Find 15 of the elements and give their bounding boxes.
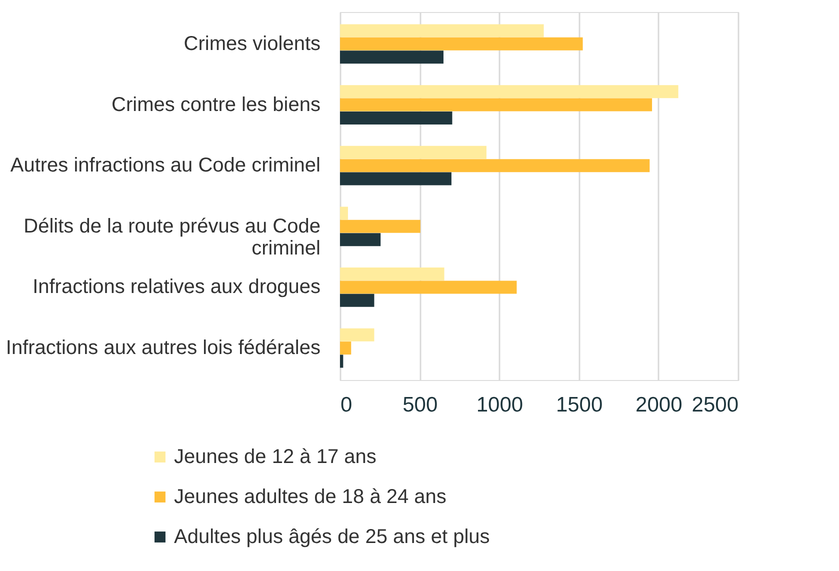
y-tick-label: Autres infractions au Code criminel — [10, 154, 320, 177]
x-tick-label: 0 — [340, 394, 352, 416]
y-tick-label: Délits de la route prévus au Code criminel — [24, 215, 320, 260]
legend-label: Jeunes adultes de 18 à 24 ans — [174, 486, 446, 508]
y-tick-label: Crimes violents — [184, 32, 320, 55]
legend-label: Jeunes de 12 à 17 ans — [174, 446, 376, 468]
x-tick-label: 2500 — [692, 394, 738, 416]
legend-label: Adultes plus âgés de 25 ans et plus — [174, 526, 490, 548]
x-tick-label: 500 — [402, 394, 438, 416]
x-tick-label: 2000 — [636, 394, 682, 416]
x-tick-label: 1500 — [556, 394, 603, 416]
y-tick-label: Infractions aux autres lois fédérales — [6, 337, 320, 360]
y-tick-label: Infractions relatives aux drogues — [32, 276, 320, 298]
y-tick-label: Crimes contre les biens — [112, 94, 320, 116]
x-tick-label: 1000 — [476, 394, 524, 416]
